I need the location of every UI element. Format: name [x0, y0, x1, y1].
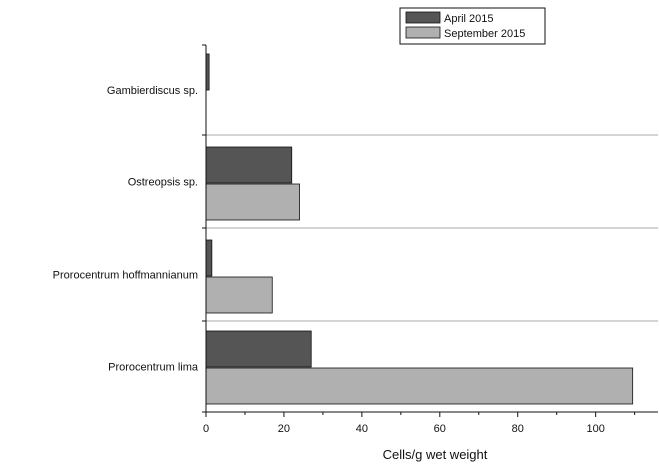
category-label: Ostreopsis sp.: [128, 177, 198, 189]
x-axis-title: Cells/g wet weight: [383, 447, 488, 462]
category-label: Prorocentrum lima: [108, 362, 199, 374]
bar-april-2015-1: [205, 146, 293, 184]
legend-label: April 2015: [444, 13, 494, 25]
bar-september-2015-1: [205, 183, 300, 221]
legend: April 2015 September 2015: [399, 7, 546, 45]
bar-april-2015-3: [205, 330, 312, 368]
x-tick-label: 60: [434, 423, 446, 435]
x-tick-label: 0: [203, 423, 209, 435]
legend-swatch: [405, 11, 441, 24]
x-tick-label: 100: [586, 423, 604, 435]
bar-september-2015-2: [205, 276, 273, 314]
bar-september-2015-3: [205, 367, 634, 405]
legend-label: September 2015: [444, 28, 525, 40]
x-tick-label: 80: [512, 423, 524, 435]
x-tick-label: 20: [278, 423, 290, 435]
category-label: Prorocentrum hoffmannianum: [53, 270, 198, 282]
legend-swatch: [405, 26, 441, 39]
bar-april-2015-2: [205, 239, 213, 277]
x-tick-label: 40: [356, 423, 368, 435]
category-label: Gambierdiscus sp.: [107, 85, 198, 97]
